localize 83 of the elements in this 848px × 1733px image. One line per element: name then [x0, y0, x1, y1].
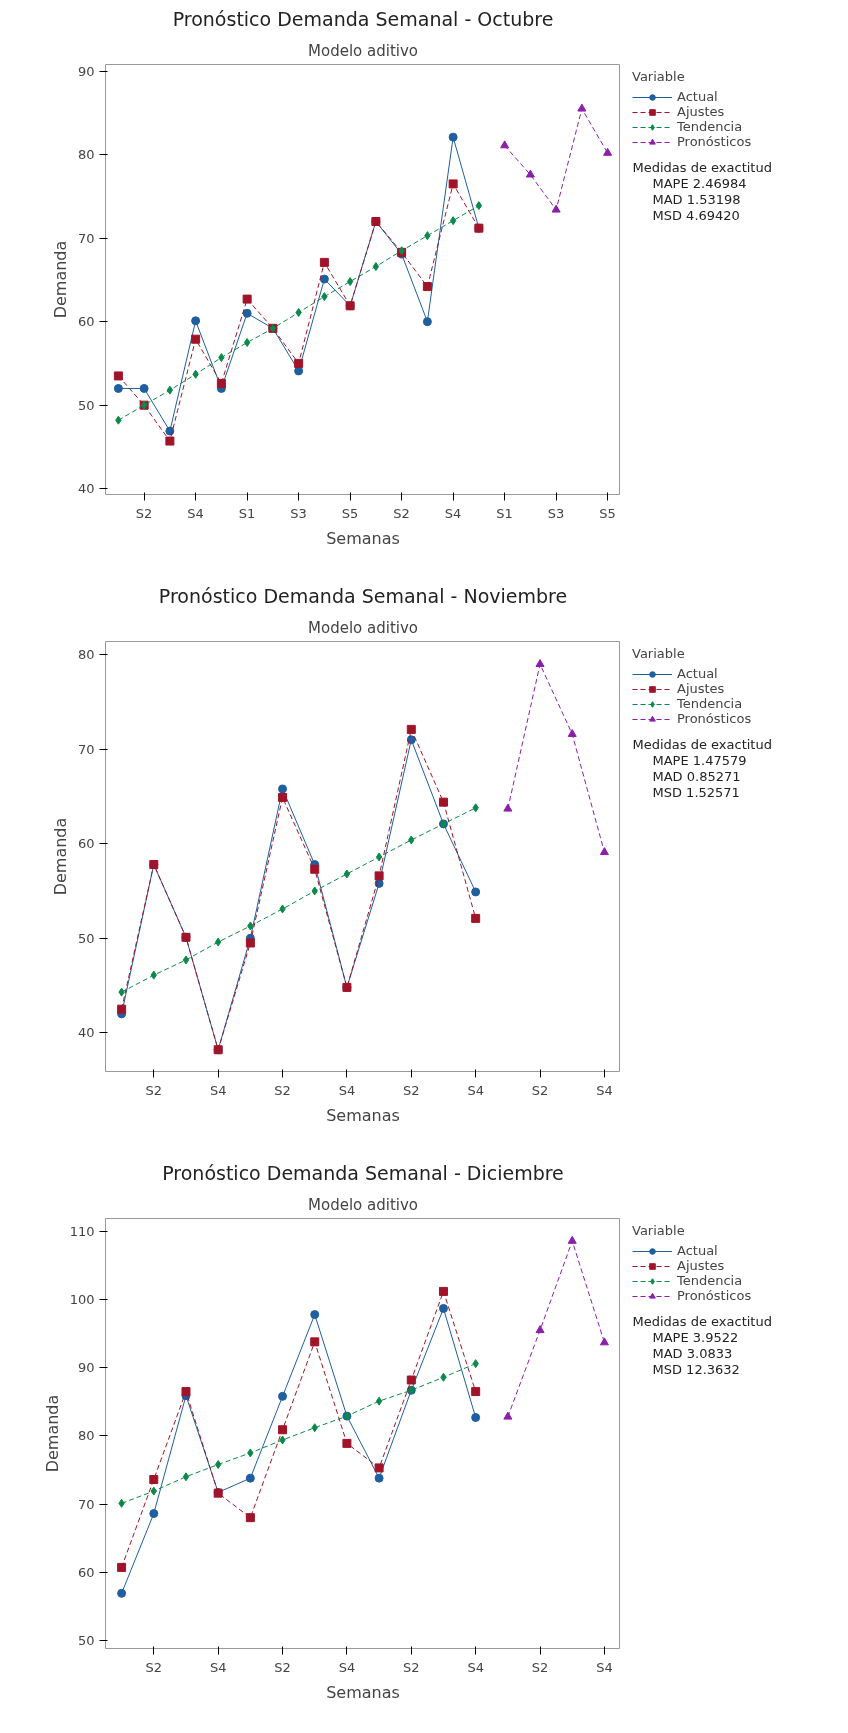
x-tick-label: S2 — [531, 1659, 549, 1675]
legend-label: Actual — [677, 1243, 718, 1258]
x-tick-label: S2 — [274, 1082, 291, 1098]
x-tick-label: S2 — [403, 1659, 420, 1675]
x-tick-label: S4 — [209, 1659, 227, 1675]
x-tick-label: S2 — [135, 505, 153, 521]
x-tick-label: S1 — [238, 505, 256, 521]
y-tick-label: 50 — [77, 1632, 95, 1648]
y-tick-label: 50 — [77, 397, 95, 413]
y-tick-label: 90 — [77, 63, 95, 79]
y-tick-label: 40 — [77, 481, 95, 497]
x-tick-label: S5 — [341, 505, 359, 521]
legend-label: Pronósticos — [677, 134, 752, 149]
x-tick-label: S2 — [393, 505, 410, 521]
y-tick-label: 80 — [77, 147, 95, 163]
y-tick-label: 110 — [69, 1223, 95, 1239]
y-tick-label: 70 — [77, 1496, 95, 1512]
x-tick-label: S4 — [338, 1659, 356, 1675]
x-tick-label: S5 — [599, 505, 616, 521]
legend-label: Tendencia — [677, 696, 743, 711]
x-axis-title: Semanas — [326, 1682, 400, 1702]
chart-subtitle: Modelo aditivo — [308, 41, 418, 60]
y-axis-title: Demanda — [50, 817, 70, 896]
text: MAPE 1.47579 — [652, 752, 747, 768]
legend-label: Actual — [677, 89, 718, 104]
legend-label: Tendencia — [677, 119, 743, 134]
x-tick-label: S3 — [547, 505, 565, 521]
chart-subtitle: Modelo aditivo — [308, 1195, 418, 1214]
x-axis-title: Semanas — [326, 528, 400, 548]
x-tick-label: S4 — [444, 505, 462, 521]
x-tick-label: S4 — [467, 1082, 484, 1098]
x-tick-label: S2 — [531, 1082, 549, 1098]
y-tick-label: 80 — [77, 1428, 95, 1444]
legend-title: Variable — [632, 1223, 686, 1238]
text: MAD 0.85271 — [652, 768, 741, 784]
y-tick-label: 90 — [77, 1360, 95, 1376]
text: MAD 1.53198 — [652, 191, 741, 207]
chart-title: Pronóstico Demanda Semanal - Noviembre — [158, 584, 568, 607]
chart-title: Pronóstico Demanda Semanal - Diciembre — [162, 1161, 564, 1184]
text: Medidas de exactitud — [632, 1313, 772, 1329]
x-tick-label: S4 — [187, 505, 204, 521]
text: MSD 12.3632 — [652, 1361, 740, 1377]
legend-title: Variable — [632, 646, 686, 661]
y-axis-title: Demanda — [42, 1394, 62, 1473]
x-tick-label: S2 — [274, 1659, 291, 1675]
x-tick-label: S4 — [467, 1659, 484, 1675]
x-tick-label: S2 — [145, 1659, 163, 1675]
chart-title: Pronóstico Demanda Semanal - Octubre — [172, 7, 554, 30]
x-tick-label: S4 — [596, 1082, 613, 1098]
x-tick-label: S3 — [290, 505, 307, 521]
y-tick-label: 80 — [77, 647, 95, 663]
y-tick-label: 60 — [77, 314, 95, 330]
y-tick-label: 100 — [69, 1292, 95, 1308]
x-tick-label: S1 — [496, 505, 513, 521]
x-tick-label: S2 — [145, 1082, 163, 1098]
legend-label: Ajustes — [677, 1258, 725, 1273]
x-tick-label: S4 — [338, 1082, 356, 1098]
legend-label: Actual — [677, 666, 718, 681]
x-tick-label: S4 — [596, 1659, 613, 1675]
y-tick-label: 60 — [77, 1564, 95, 1580]
text: MSD 1.52571 — [652, 784, 740, 800]
text: MAD 3.0833 — [652, 1345, 733, 1361]
y-tick-label: 50 — [77, 930, 95, 946]
x-axis-title: Semanas — [326, 1105, 400, 1125]
chart-subtitle: Modelo aditivo — [308, 618, 418, 637]
text: Medidas de exactitud — [632, 736, 772, 752]
legend-label: Ajustes — [677, 104, 725, 119]
y-tick-label: 40 — [77, 1025, 95, 1041]
legend-label: Pronósticos — [677, 1288, 752, 1303]
legend-label: Ajustes — [677, 681, 725, 696]
text: MAPE 2.46984 — [652, 175, 747, 191]
x-tick-label: S2 — [403, 1082, 420, 1098]
y-tick-label: 70 — [77, 230, 95, 246]
y-axis-title: Demanda — [50, 240, 70, 319]
text: Medidas de exactitud — [632, 159, 772, 175]
y-tick-label: 70 — [77, 741, 95, 757]
legend-title: Variable — [632, 69, 686, 84]
legend-label: Tendencia — [677, 1273, 743, 1288]
text: MAPE 3.9522 — [652, 1329, 739, 1345]
text: MSD 4.69420 — [652, 207, 740, 223]
legend-label: Pronósticos — [677, 711, 752, 726]
x-tick-label: S4 — [209, 1082, 227, 1098]
y-tick-label: 60 — [77, 836, 95, 852]
